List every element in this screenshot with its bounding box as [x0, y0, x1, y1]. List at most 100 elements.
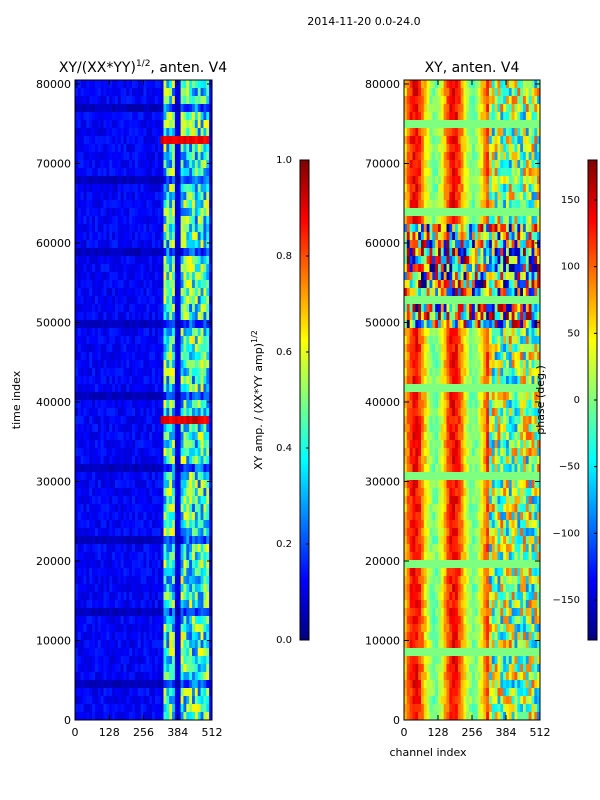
heatmap-cell [86, 528, 90, 537]
heatmap-cell [97, 368, 102, 377]
heatmap-cell [129, 704, 133, 713]
heatmap-cell [489, 136, 493, 145]
heatmap-cell [517, 216, 521, 225]
heatmap-cell [194, 120, 199, 129]
heatmap-cell [92, 344, 96, 353]
heatmap-cell [169, 128, 173, 137]
heatmap-cell [174, 312, 179, 321]
heatmap-cell [109, 576, 113, 585]
heatmap-cell [86, 312, 90, 321]
heatmap-cell [83, 168, 87, 177]
heatmap-cell [177, 464, 182, 473]
heatmap-cell [186, 640, 190, 649]
heatmap-cell [528, 176, 532, 185]
heatmap-cell [109, 528, 113, 537]
heatmap-cell [80, 248, 84, 257]
heatmap-cell [137, 496, 142, 505]
heatmap-cell [506, 160, 510, 169]
heatmap-cell [172, 560, 176, 569]
heatmap-cell [140, 208, 144, 217]
heatmap-cell [438, 160, 442, 169]
heatmap-cell [209, 104, 212, 113]
heatmap-cell [172, 616, 176, 625]
heatmap-cell [129, 304, 133, 313]
heatmap-cell [114, 288, 119, 297]
heatmap-cell [189, 200, 193, 209]
heatmap-cell [534, 152, 538, 161]
heatmap-cell [186, 696, 190, 705]
heatmap-cell [200, 528, 204, 537]
heatmap-cell [137, 112, 142, 121]
heatmap-cell [189, 560, 193, 569]
heatmap-cell [89, 440, 93, 449]
heatmap-cell [92, 112, 96, 121]
heatmap-cell [89, 312, 93, 321]
heatmap-cell [163, 512, 167, 521]
heatmap-cell [120, 656, 124, 665]
heatmap-cell [109, 296, 113, 305]
heatmap-cell [137, 560, 142, 569]
heatmap-cell [103, 536, 107, 545]
heatmap-cell [129, 312, 133, 321]
heatmap-cell [137, 544, 142, 553]
heatmap-cell [132, 480, 136, 489]
heatmap-cell [134, 616, 139, 625]
heatmap-cell [186, 176, 190, 185]
heatmap-cell [438, 256, 442, 265]
heatmap-cell [146, 560, 150, 569]
heatmap-cell [120, 472, 124, 481]
heatmap-cell [180, 440, 184, 449]
heatmap-cell [140, 472, 144, 481]
heatmap-cell [200, 472, 204, 481]
heatmap-cell [172, 176, 176, 185]
heatmap-cell [209, 520, 212, 529]
heatmap-cell [100, 632, 104, 641]
heatmap-cell [109, 120, 113, 129]
heatmap-cell [80, 520, 84, 529]
heatmap-cell [177, 592, 182, 601]
heatmap-cell [438, 168, 442, 177]
heatmap-cell [177, 168, 182, 177]
heatmap-cell [197, 144, 201, 153]
heatmap-cell [180, 640, 184, 649]
heatmap-cell [455, 96, 459, 105]
heatmap-cell [169, 144, 173, 153]
heatmap-cell [137, 608, 142, 617]
heatmap-cell [120, 112, 124, 121]
heatmap-cell [92, 456, 96, 465]
heatmap-cell [421, 248, 425, 257]
heatmap-cell [197, 376, 201, 385]
heatmap-cell [143, 160, 147, 169]
heatmap-cell [192, 608, 196, 617]
heatmap-cell [103, 496, 107, 505]
heatmap-cell [120, 576, 124, 585]
heatmap-cell [186, 688, 190, 697]
heatmap-cell [129, 192, 133, 201]
heatmap-cell [129, 296, 133, 305]
heatmap-cell [180, 328, 184, 337]
heatmap-cell [143, 576, 147, 585]
heatmap-cell [149, 304, 153, 313]
heatmap-cell [140, 120, 144, 129]
heatmap-cell [206, 248, 210, 257]
heatmap-cell [203, 376, 207, 385]
heatmap-cell [94, 584, 99, 593]
heatmap-cell [200, 376, 204, 385]
heatmap-cell [89, 472, 93, 481]
heatmap-cell [483, 96, 487, 105]
heatmap-cell [157, 688, 162, 697]
heatmap-cell [194, 440, 199, 449]
heatmap-cell [123, 112, 127, 121]
heatmap-cell [189, 232, 193, 241]
heatmap-cell [117, 432, 122, 441]
heatmap-cell [177, 400, 182, 409]
heatmap-cell [209, 152, 212, 161]
heatmap-cell [140, 712, 144, 720]
heatmap-cell [134, 80, 139, 89]
heatmap-cell [120, 528, 124, 537]
heatmap-cell [152, 200, 156, 209]
heatmap-cell [160, 184, 164, 193]
heatmap-cell [497, 184, 501, 193]
heatmap-cell [100, 216, 104, 225]
heatmap-cell [460, 152, 464, 161]
